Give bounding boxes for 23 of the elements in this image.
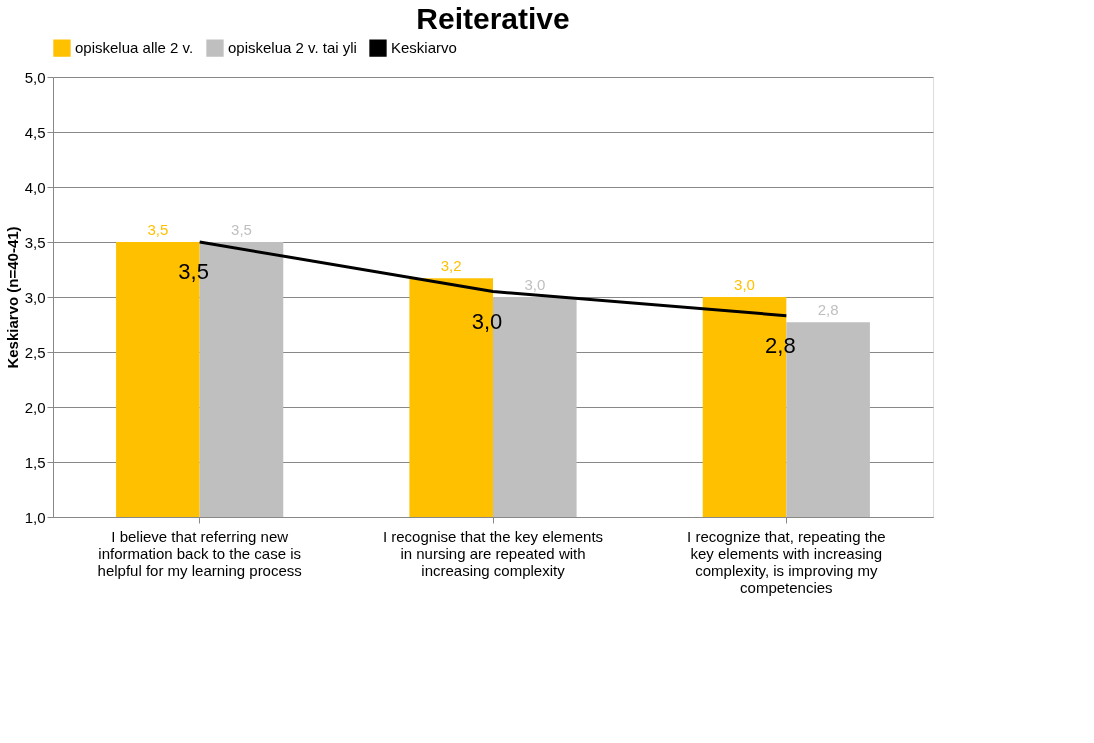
chart-title: Reiterative [416, 2, 570, 35]
data-label: 3,2 [440, 257, 462, 275]
y-tick-label: 2,0 [24, 398, 46, 416]
legend-label: opiskelua 2 v. tai yli [228, 39, 357, 57]
data-label: 2,8 [817, 301, 839, 319]
y-tick-label: 4,0 [24, 178, 46, 196]
y-tick-label: 2,5 [24, 343, 46, 361]
data-label: 3,0 [734, 276, 755, 293]
legend-label: opiskelua alle 2 v. [75, 39, 194, 57]
y-tick-label: 5,0 [24, 68, 46, 86]
y-axis-title: Keskiarvo (n=40-41) [3, 226, 21, 369]
y-tick-label: 3,5 [24, 233, 46, 251]
y-tick-label: 3,0 [24, 288, 46, 306]
data-label: 3,0 [524, 276, 546, 293]
legend-label: Keskiarvo [391, 39, 457, 57]
y-tick-label: 4,5 [24, 123, 46, 141]
data-label: 3,5 [231, 221, 252, 238]
y-tick-label: 1,0 [24, 508, 46, 526]
data-label: 3,5 [147, 221, 169, 238]
x-tick-label: I recognize that, repeating the key elements with increasing complexity, is improving my competencies [687, 527, 886, 596]
y-tick-label: 1,5 [24, 453, 46, 471]
x-tick-label: I believe that referring new information back to the case is helpful for my learning process [97, 527, 302, 579]
x-tick-label: I recognise that the key elements in nursing are repeated with increasing complexity [382, 527, 604, 579]
